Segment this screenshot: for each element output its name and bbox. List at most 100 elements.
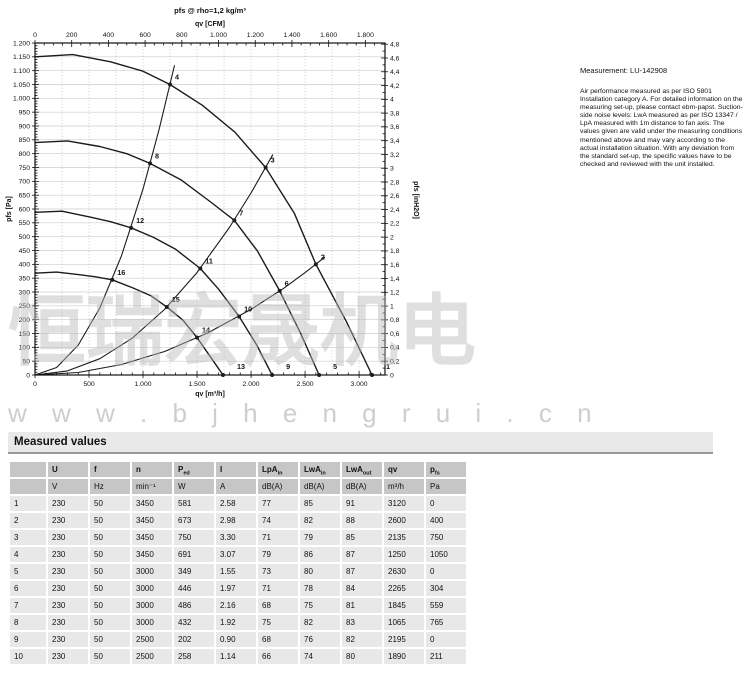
left-tick-label: 700 — [19, 179, 31, 186]
operating-point — [237, 314, 242, 319]
table-cell: 50 — [90, 632, 130, 647]
table-cell: 230 — [48, 615, 88, 630]
left-tick-label: 950 — [19, 109, 31, 116]
table-cell: Pa — [426, 479, 466, 494]
table-cell: 50 — [90, 598, 130, 613]
table-cell: LwAout — [342, 462, 382, 477]
table-cell: Ped — [174, 462, 214, 477]
operating-point — [232, 218, 237, 223]
table-cell: 1.55 — [216, 564, 256, 579]
table-cell: A — [216, 479, 256, 494]
operating-point — [277, 288, 282, 293]
table-cell: 88 — [342, 513, 382, 528]
table-cell: 1050 — [426, 547, 466, 562]
table-cell: 4 — [10, 547, 46, 562]
operating-point — [110, 277, 115, 282]
table-cell: 80 — [300, 564, 340, 579]
table-cell: 673 — [174, 513, 214, 528]
table-cell: 74 — [258, 513, 298, 528]
table-cell: 3000 — [132, 615, 172, 630]
operating-point-label: 1 — [386, 362, 390, 371]
table-cell: 50 — [90, 496, 130, 511]
right-tick-label: 3,8 — [390, 110, 400, 117]
left-tick-label: 450 — [19, 248, 31, 255]
bottom-tick-label: 3.000 — [351, 381, 368, 388]
table-cell: dB(A) — [300, 479, 340, 494]
table-cell: 77 — [258, 496, 298, 511]
operating-point-label: 16 — [117, 268, 125, 277]
fan-curve — [34, 53, 373, 376]
table-cell: 0.90 — [216, 632, 256, 647]
chart-title: pfs @ rho=1,2 kg/m³ — [174, 6, 246, 15]
table-cell — [10, 479, 46, 494]
table-cell: 2135 — [384, 530, 424, 545]
table-cell: 87 — [342, 564, 382, 579]
table-cell: 82 — [300, 513, 340, 528]
table-row: 7 230 50 3000 486 2.16 68 75 81 1845 559 — [10, 598, 468, 613]
table-cell: qv — [384, 462, 424, 477]
table-cell: 3.07 — [216, 547, 256, 562]
table-cell: 68 — [258, 632, 298, 647]
table-cell: 211 — [426, 649, 466, 664]
measurement-note: Measurement: LU-142908 Air performance m… — [580, 66, 745, 169]
left-tick-label: 400 — [19, 262, 31, 269]
right-tick-label: 0,8 — [390, 317, 400, 324]
table-cell: 50 — [90, 615, 130, 630]
table-cell: 230 — [48, 632, 88, 647]
table-cell: 7 — [10, 598, 46, 613]
left-tick-label: 50 — [22, 358, 30, 365]
table-cell: 1.14 — [216, 649, 256, 664]
table-cell: 80 — [342, 649, 382, 664]
table-cell: 1.97 — [216, 581, 256, 596]
operating-point — [317, 373, 322, 377]
left-tick-label: 850 — [19, 137, 31, 144]
left-tick-label: 1.150 — [13, 54, 30, 61]
operating-point — [148, 161, 153, 166]
table-cell: 68 — [258, 598, 298, 613]
table-cell: 230 — [48, 530, 88, 545]
table-cell: LwAin — [300, 462, 340, 477]
operating-point-label: 8 — [155, 151, 159, 160]
right-axis-label: pfs [inH2O] — [412, 181, 419, 219]
left-tick-label: 100 — [19, 345, 31, 352]
table-cell: V — [48, 479, 88, 494]
left-tick-label: 150 — [19, 331, 31, 338]
left-tick-label: 1.200 — [13, 40, 30, 47]
table-cell: 75 — [300, 598, 340, 613]
right-tick-label: 4,8 — [390, 41, 400, 48]
table-cell: 84 — [342, 581, 382, 596]
operating-point-label: 14 — [202, 326, 210, 335]
top-tick-label: 1.800 — [357, 32, 374, 39]
left-tick-label: 350 — [19, 275, 31, 282]
right-tick-label: 2,6 — [390, 193, 400, 200]
section-title: Measured values — [14, 436, 107, 448]
table-cell: 50 — [90, 564, 130, 579]
right-tick-label: 2,4 — [390, 207, 400, 214]
table-cell: 50 — [90, 649, 130, 664]
table-cell: 258 — [174, 649, 214, 664]
operating-point-label: 15 — [172, 295, 180, 304]
table-cell: 79 — [258, 547, 298, 562]
system-line — [34, 65, 175, 376]
table-cell: 1890 — [384, 649, 424, 664]
performance-chart: 0501001502002503003504004505005506006507… — [6, 6, 419, 398]
system-line — [34, 154, 274, 376]
table-cell: 765 — [426, 615, 466, 630]
table-cell: 86 — [300, 547, 340, 562]
table-row: 4 230 50 3450 691 3.07 79 86 87 1250 1050 — [10, 547, 468, 562]
right-tick-label: 1,6 — [390, 262, 400, 269]
operating-point — [263, 165, 268, 170]
system-line — [34, 256, 326, 376]
table-cell: 85 — [300, 496, 340, 511]
table-cell: 2 — [10, 513, 46, 528]
table-cell: 3120 — [384, 496, 424, 511]
table-cell: 50 — [90, 547, 130, 562]
table-cell: 230 — [48, 598, 88, 613]
table-cell: 71 — [258, 581, 298, 596]
table-cell: 2500 — [132, 649, 172, 664]
table-cell: 230 — [48, 547, 88, 562]
table-cell: 446 — [174, 581, 214, 596]
left-axis-label: pfs [Pa] — [6, 196, 13, 222]
table-cell: 3000 — [132, 598, 172, 613]
